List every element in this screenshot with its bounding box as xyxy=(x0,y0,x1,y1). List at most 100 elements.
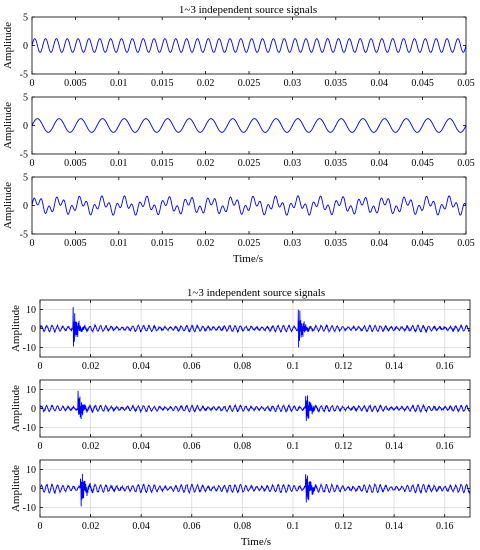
y-tick-label: -5 xyxy=(20,230,28,241)
x-tick-label: 0.02 xyxy=(82,441,100,452)
x-tick-label: 0.04 xyxy=(132,521,150,532)
y-tick-label: 0 xyxy=(23,121,28,132)
x-tick-label: 0.04 xyxy=(132,441,150,452)
x-tick-label: 0.16 xyxy=(436,521,454,532)
panel-1-1: 0 0.02 0.04 0.06 0.08 0.1 0.12 0.14 0.16-10010Am… xyxy=(10,379,471,452)
y-tick-label: 0 xyxy=(31,404,36,415)
x-tick-label: 0.03 xyxy=(284,238,302,249)
y-tick-label: -10 xyxy=(23,343,36,354)
x-tick-label: 0.1 xyxy=(287,441,300,452)
x-tick-label: 0.12 xyxy=(335,521,353,532)
x-tick-label: 0.045 xyxy=(411,238,434,249)
x-tick-label: 0.02 xyxy=(82,521,100,532)
x-tick-label: 0.045 xyxy=(411,158,434,169)
axes-box xyxy=(31,176,467,235)
signal-line xyxy=(32,38,466,53)
y-tick-label: -10 xyxy=(23,503,36,514)
x-tick-label: 0 xyxy=(38,361,43,372)
x-tick-label: 0.02 xyxy=(82,361,100,372)
x-tick-label: 0.005 xyxy=(64,78,87,89)
y-tick-label: -5 xyxy=(20,70,28,81)
x-tick-label: 0.16 xyxy=(436,361,454,372)
bottom-group-title: 1~3 independent source signals xyxy=(187,287,325,299)
x-tick-label: 0 xyxy=(30,158,35,169)
signal-line xyxy=(32,195,466,216)
x-tick-label: 0 xyxy=(30,78,35,89)
signal-line xyxy=(40,307,470,348)
x-tick-label: 0.05 xyxy=(457,78,475,89)
x-tick-label: 0.1 xyxy=(287,521,300,532)
panel-1-2: 0 0.02 0.04 0.06 0.08 0.1 0.12 0.14 0.16-10010Am… xyxy=(10,459,471,532)
x-tick-label: 0 xyxy=(38,521,43,532)
signal-line xyxy=(32,118,466,133)
y-tick-label: 5 xyxy=(23,93,28,104)
y-axis-label: Amplitude xyxy=(2,182,14,229)
panel-1-0: 0 0.02 0.04 0.06 0.08 0.1 0.12 0.14 0.16-10010Am… xyxy=(10,299,471,372)
x-tick-label: 0 xyxy=(30,238,35,249)
x-tick-label: 0.025 xyxy=(238,158,261,169)
x-tick-label: 0.02 xyxy=(197,238,215,249)
x-tick-label: 0.025 xyxy=(238,78,261,89)
x-tick-label: 0.045 xyxy=(411,78,434,89)
x-tick-label: 0.05 xyxy=(457,238,475,249)
x-tick-label: 0.08 xyxy=(234,441,252,452)
y-tick-label: 5 xyxy=(23,13,28,24)
y-tick-label: 10 xyxy=(26,465,36,476)
x-tick-label: 0.025 xyxy=(238,238,261,249)
y-axis-label: Amplitude xyxy=(10,305,22,352)
x-tick-label: 0.06 xyxy=(183,361,201,372)
x-tick-label: 0.12 xyxy=(335,361,353,372)
x-tick-label: 0.04 xyxy=(370,78,388,89)
y-tick-label: 0 xyxy=(23,41,28,52)
x-tick-label: 0.01 xyxy=(110,78,128,89)
y-tick-label: -5 xyxy=(20,150,28,161)
x-tick-label: 0.06 xyxy=(183,521,201,532)
y-axis-label: Amplitude xyxy=(2,22,14,69)
x-tick-label: 0.005 xyxy=(64,158,87,169)
x-tick-label: 0.03 xyxy=(284,158,302,169)
x-tick-label: 0.005 xyxy=(64,238,87,249)
x-tick-label: 0.16 xyxy=(436,441,454,452)
top-group-title: 1~3 independent source signals xyxy=(179,4,317,16)
x-tick-label: 0.035 xyxy=(325,238,348,249)
signal-line xyxy=(40,390,470,422)
y-axis-label: Amplitude xyxy=(10,465,22,512)
y-tick-label: 10 xyxy=(26,385,36,396)
x-tick-label: 0.04 xyxy=(132,361,150,372)
x-tick-label: 0.14 xyxy=(385,441,403,452)
panel-0-2: 0 0.005 0.01 0.015 0.02 0.025 0.03 0.035 0.04 0.0… xyxy=(2,173,475,250)
x-tick-label: 0.04 xyxy=(370,158,388,169)
top-group-xlabel: Time/s xyxy=(233,253,263,265)
x-tick-label: 0.05 xyxy=(457,158,475,169)
x-tick-label: 0.02 xyxy=(197,78,215,89)
y-axis-label: Amplitude xyxy=(2,102,14,149)
x-tick-label: 0.03 xyxy=(284,78,302,89)
y-tick-label: 5 xyxy=(23,173,28,184)
x-tick-label: 0.02 xyxy=(197,158,215,169)
y-tick-label: 0 xyxy=(23,201,28,212)
x-tick-label: 0.04 xyxy=(370,238,388,249)
x-tick-label: 0.14 xyxy=(385,361,403,372)
x-tick-label: 0.015 xyxy=(151,238,174,249)
x-tick-label: 0.01 xyxy=(110,238,128,249)
x-tick-label: 0.015 xyxy=(151,158,174,169)
x-tick-label: 0 xyxy=(38,441,43,452)
x-tick-label: 0.035 xyxy=(325,78,348,89)
y-tick-label: 10 xyxy=(26,305,36,316)
x-tick-label: 0.06 xyxy=(183,441,201,452)
x-tick-label: 0.08 xyxy=(234,521,252,532)
y-tick-label: 0 xyxy=(31,324,36,335)
x-tick-label: 0.01 xyxy=(110,158,128,169)
y-axis-label: Amplitude xyxy=(10,385,22,432)
panel-0-1: 0 0.005 0.01 0.015 0.02 0.025 0.03 0.035 0.04 0.0… xyxy=(2,93,475,170)
signal-line xyxy=(40,473,470,507)
x-tick-label: 0.12 xyxy=(335,441,353,452)
x-tick-label: 0.035 xyxy=(325,158,348,169)
y-tick-label: -10 xyxy=(23,423,36,434)
x-tick-label: 0.08 xyxy=(234,361,252,372)
panel-0-0: 0 0.005 0.01 0.015 0.02 0.025 0.03 0.035 0.04 0.0… xyxy=(2,13,475,90)
x-tick-label: 0.015 xyxy=(151,78,174,89)
y-tick-label: 0 xyxy=(31,484,36,495)
bottom-group-xlabel: Time/s xyxy=(241,536,271,548)
